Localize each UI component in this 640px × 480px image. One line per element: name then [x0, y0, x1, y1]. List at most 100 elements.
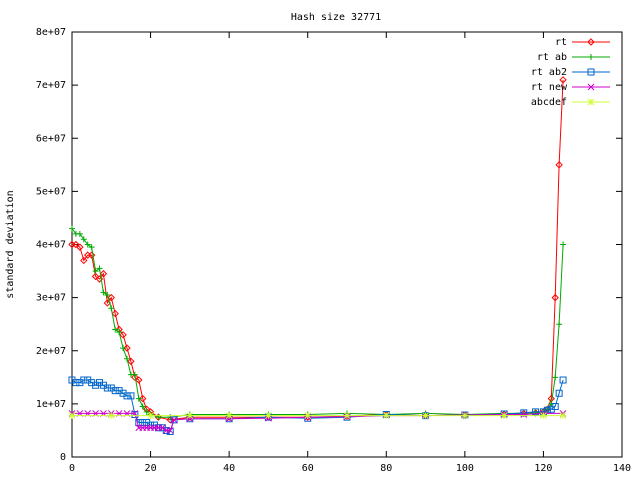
data-point	[556, 321, 563, 328]
data-point	[123, 344, 131, 352]
data-point	[422, 412, 430, 420]
x-tick-label: 60	[302, 463, 314, 474]
legend-marker	[588, 54, 594, 60]
series-2	[68, 376, 567, 435]
y-tick-label: 6e+07	[36, 133, 66, 144]
data-point	[96, 379, 103, 387]
data-point	[555, 389, 563, 397]
data-point	[555, 161, 563, 169]
data-point	[124, 355, 130, 362]
data-point	[119, 389, 127, 397]
data-point	[76, 243, 84, 251]
plot-border	[71, 31, 623, 458]
data-point	[532, 408, 540, 416]
data-point	[304, 412, 312, 419]
y-tick-label: 7e+07	[36, 80, 66, 91]
y-tick-label: 8e+07	[36, 27, 66, 38]
data-point	[120, 345, 127, 352]
legend-label: abcdef	[531, 97, 567, 108]
data-point	[139, 403, 146, 410]
data-point	[382, 412, 390, 419]
data-point	[135, 395, 142, 402]
y-tick-label: 4e+07	[36, 240, 66, 251]
data-point	[80, 256, 88, 265]
data-point	[166, 416, 174, 424]
y-tick-label: 3e+07	[36, 293, 66, 304]
y-tick-label: 0	[60, 452, 66, 463]
data-point	[540, 412, 547, 419]
x-tick-label: 40	[223, 463, 235, 474]
y-axis-label: standard deviation	[5, 190, 16, 298]
data-point	[559, 376, 567, 384]
legend-label: rt ab	[537, 52, 567, 63]
data-point	[543, 405, 552, 413]
data-point	[104, 291, 111, 298]
data-point	[107, 412, 115, 419]
series-line	[71, 228, 564, 418]
data-point	[155, 414, 162, 421]
data-point	[500, 412, 508, 419]
data-point	[115, 387, 123, 395]
data-point	[107, 384, 115, 392]
data-point	[135, 376, 143, 384]
data-point	[84, 376, 92, 384]
data-point	[551, 293, 559, 302]
chart-title: Hash size 32771	[291, 12, 381, 23]
legend-label: rt	[555, 37, 567, 48]
y-tick-label: 5e+07	[36, 186, 66, 197]
data-point	[131, 373, 139, 382]
data-point	[265, 412, 272, 419]
data-point	[461, 412, 469, 419]
legend-label: rt ab2	[531, 67, 567, 78]
legend-marker	[587, 68, 595, 76]
data-point	[91, 272, 100, 281]
x-tick-label: 20	[145, 463, 157, 474]
legend-marker	[587, 98, 595, 106]
data-point	[68, 376, 76, 384]
series-4	[68, 412, 567, 419]
legend-marker	[587, 83, 595, 91]
x-tick-label: 0	[69, 463, 75, 474]
data-point	[107, 293, 115, 302]
legend: rt rt ab rt ab2 rt new abcdef	[531, 37, 610, 108]
data-point	[131, 371, 138, 378]
legend-label: rt new	[531, 82, 568, 93]
data-point	[127, 392, 135, 400]
data-point	[100, 289, 107, 296]
data-point	[559, 412, 567, 419]
data-point	[68, 412, 76, 419]
data-point	[147, 412, 154, 419]
data-point	[99, 270, 108, 278]
data-point	[88, 379, 96, 387]
data-point	[166, 427, 174, 434]
data-point	[551, 403, 559, 411]
data-point	[127, 357, 135, 366]
series-0	[68, 76, 567, 424]
data-point	[186, 412, 194, 419]
data-point	[112, 326, 119, 333]
data-point	[108, 305, 115, 312]
plot-frame	[71, 31, 623, 458]
legend-marker	[587, 38, 595, 46]
series-1	[69, 225, 567, 421]
data-point	[225, 412, 233, 419]
data-point	[225, 415, 233, 423]
y-tick-label: 1e+07	[36, 399, 66, 410]
data-point	[304, 413, 312, 421]
data-point	[139, 394, 147, 403]
data-point	[143, 408, 150, 415]
data-point	[99, 381, 107, 389]
data-point	[96, 265, 103, 272]
data-point	[111, 309, 119, 318]
data-point	[116, 329, 123, 336]
data-point	[69, 225, 75, 232]
data-point	[343, 412, 351, 419]
series-line	[72, 79, 564, 421]
series-layer	[68, 76, 567, 435]
x-tick-label: 100	[456, 463, 474, 474]
data-point	[92, 268, 99, 275]
x-tick-label: 120	[534, 463, 552, 474]
data-point	[559, 76, 567, 84]
data-point	[76, 230, 83, 237]
